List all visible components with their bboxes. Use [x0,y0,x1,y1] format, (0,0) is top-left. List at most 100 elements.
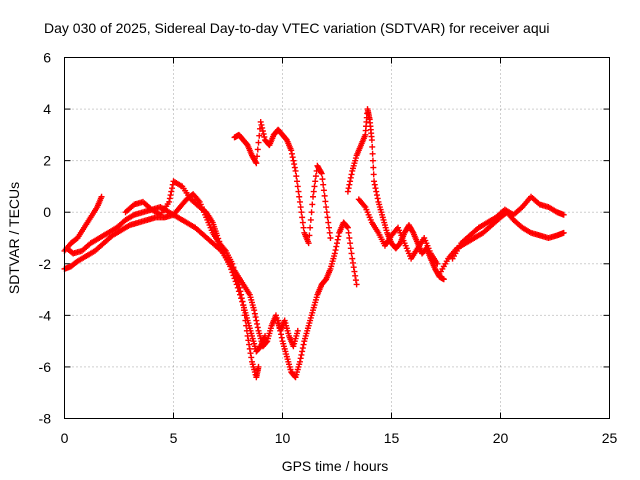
x-tick-label: 5 [170,430,178,446]
data-point [252,158,259,165]
tick-labels: 0 5 10 15 20 25 -8 -6 -4 -2 0 2 4 6 [39,50,618,447]
data-point [278,331,285,338]
data-point [345,185,352,192]
data-point [312,173,319,180]
data-point [319,176,326,183]
data-point [242,317,249,324]
data-point [294,183,301,190]
y-tick-label: -2 [39,256,52,272]
data-point [296,198,303,205]
data-point [240,302,247,309]
data-point [298,351,305,358]
data-point [246,341,253,348]
data-point [217,241,224,248]
data-point [440,276,447,283]
data-point [312,178,319,185]
data-point [348,171,355,178]
data-point [299,348,306,355]
data-point [322,198,329,205]
axis-ticks [64,57,610,419]
data-point [253,160,260,167]
data-point [297,204,304,211]
data-point [166,198,173,205]
data-point [255,363,262,370]
data-point [278,334,285,341]
plot-frame [64,57,610,419]
data-point [353,281,360,288]
data-point [293,173,300,180]
data-point [560,229,567,236]
data-point [371,178,378,185]
data-point [276,324,283,331]
data-point [295,188,302,195]
y-tick-label: -8 [39,411,52,427]
data-point [310,193,317,200]
data-point [332,247,339,254]
data-point [361,202,368,209]
data-point [241,312,248,319]
data-point [351,268,358,275]
x-tick-label: 25 [602,430,618,446]
data-point [370,171,377,178]
grid [64,57,610,419]
data-point [320,181,327,188]
data-point [260,130,267,137]
x-tick-label: 15 [384,430,400,446]
data-point [409,228,416,235]
data-point [294,327,301,334]
data-point [292,167,299,174]
data-point [370,164,377,171]
x-axis-label: GPS time / hours [282,458,389,474]
data-point [247,350,254,357]
data-point [236,291,243,298]
data-point [275,320,282,327]
data-point [335,233,342,240]
data-point [306,232,313,239]
data-point [296,193,303,200]
data-point [195,197,202,204]
data-point [228,266,235,273]
data-point [98,193,105,200]
data-point [258,121,265,128]
data-point [347,178,354,185]
data-point [167,192,174,199]
data-point [300,341,307,348]
data-point [349,255,356,262]
data-point [296,358,303,365]
data-point [324,214,331,221]
data-point [300,224,307,231]
x-tick-label: 20 [493,430,509,446]
data-point [344,224,351,231]
data-point [299,219,306,226]
data-point [299,345,306,352]
data-point [169,185,176,192]
data-point [231,275,238,282]
data-point [346,235,353,241]
data-point [243,327,250,334]
data-point [244,332,251,339]
data-point [344,223,351,230]
data-point [331,250,338,257]
data-point [246,345,253,352]
series-track-10 [449,193,567,262]
data-point [344,188,351,195]
data-point [308,209,315,216]
data-point [254,146,261,153]
data-point [352,272,359,279]
data-point [233,281,240,288]
data-point [310,188,317,195]
data-point [347,174,354,181]
y-axis-label: SDTVAR / TECUs [6,182,22,294]
data-point [321,192,328,199]
data-point [326,229,333,236]
data-point [234,284,241,291]
data-point [232,278,239,285]
data-point [259,127,266,134]
series-track-4 [122,178,262,381]
data-point [318,169,325,176]
data-point [311,183,318,190]
data-point [345,229,352,236]
data-point [216,238,223,245]
data-point [369,150,376,157]
data-point [307,216,314,223]
